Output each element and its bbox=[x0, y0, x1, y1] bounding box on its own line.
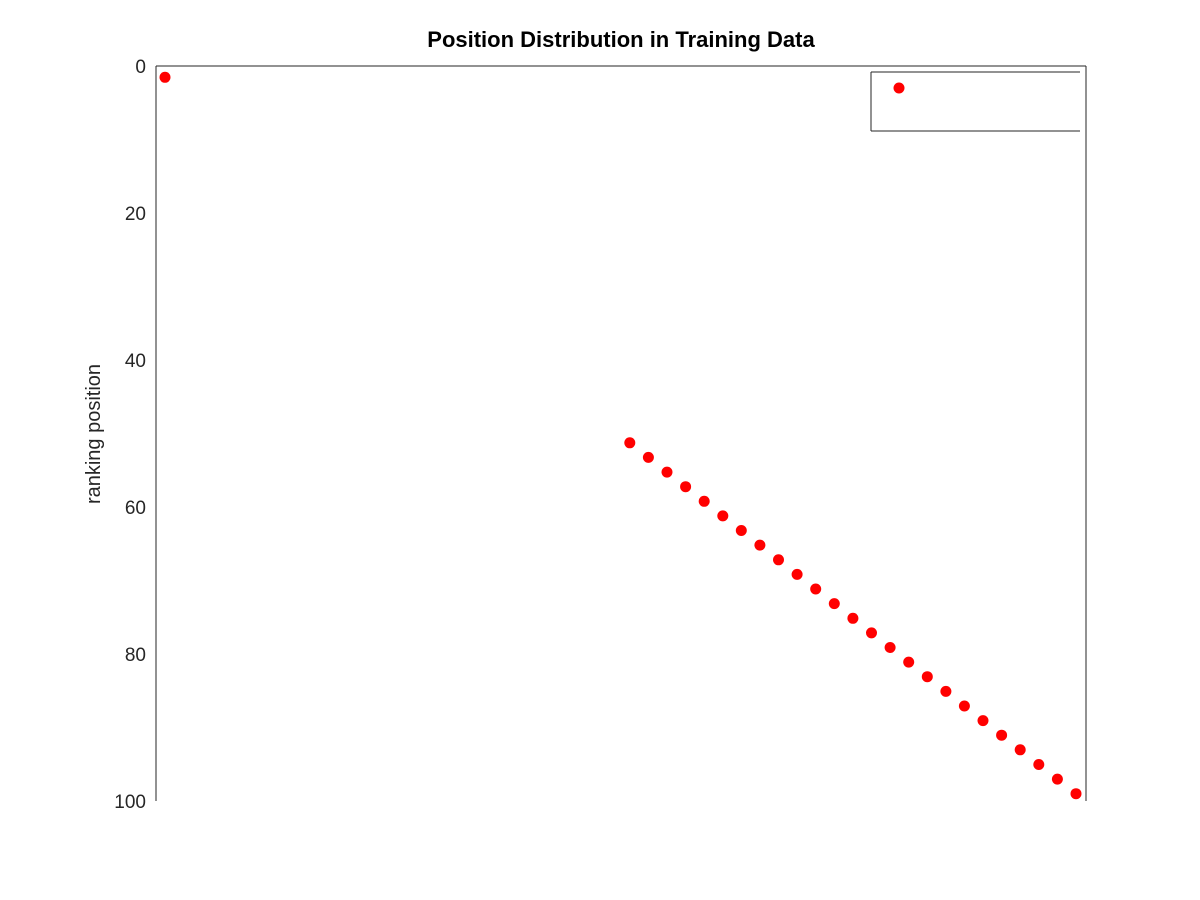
scatter-point bbox=[1070, 788, 1082, 800]
y-tick-label: 100 bbox=[114, 792, 146, 813]
scatter-point bbox=[996, 729, 1008, 741]
scatter-point bbox=[791, 568, 803, 580]
y-axis-label: ranking position bbox=[83, 364, 105, 504]
scatter-points bbox=[159, 71, 1082, 800]
y-tick-label: 40 bbox=[125, 351, 146, 372]
scatter-point bbox=[773, 554, 784, 566]
y-tick-label: 20 bbox=[125, 204, 146, 225]
scatter-point bbox=[698, 495, 710, 507]
scatter-point bbox=[847, 612, 859, 624]
legend bbox=[870, 71, 1080, 132]
plot-axes bbox=[155, 65, 1087, 801]
y-tick-labels: 0 20 40 60 80 100 bbox=[114, 57, 146, 813]
scatter-point bbox=[624, 437, 636, 449]
scatter-point bbox=[958, 700, 970, 712]
scatter-point bbox=[159, 71, 171, 83]
scatter-point bbox=[940, 685, 952, 697]
scatter-point bbox=[903, 656, 915, 668]
scatter-point bbox=[828, 598, 840, 610]
scatter-point bbox=[884, 642, 896, 653]
y-tick-label: 80 bbox=[125, 645, 146, 666]
scatter-point bbox=[735, 525, 747, 536]
scatter-point bbox=[661, 466, 673, 478]
y-tick-label: 0 bbox=[135, 57, 146, 78]
scatter-point bbox=[754, 539, 766, 551]
scatter-point bbox=[717, 510, 729, 522]
scatter-point bbox=[1014, 744, 1026, 756]
scatter-point bbox=[1051, 773, 1063, 785]
scatter-point bbox=[680, 481, 692, 493]
scatter-point bbox=[921, 671, 933, 683]
legend-marker bbox=[893, 82, 905, 94]
scatter-point bbox=[642, 451, 654, 463]
chart-title: Position Distribution in Training Data bbox=[427, 27, 815, 52]
scatter-point bbox=[1033, 759, 1045, 770]
scatter-point bbox=[866, 627, 877, 639]
scatter-point bbox=[810, 583, 822, 595]
scatter-point bbox=[977, 715, 989, 727]
y-tick-label: 60 bbox=[125, 498, 146, 519]
